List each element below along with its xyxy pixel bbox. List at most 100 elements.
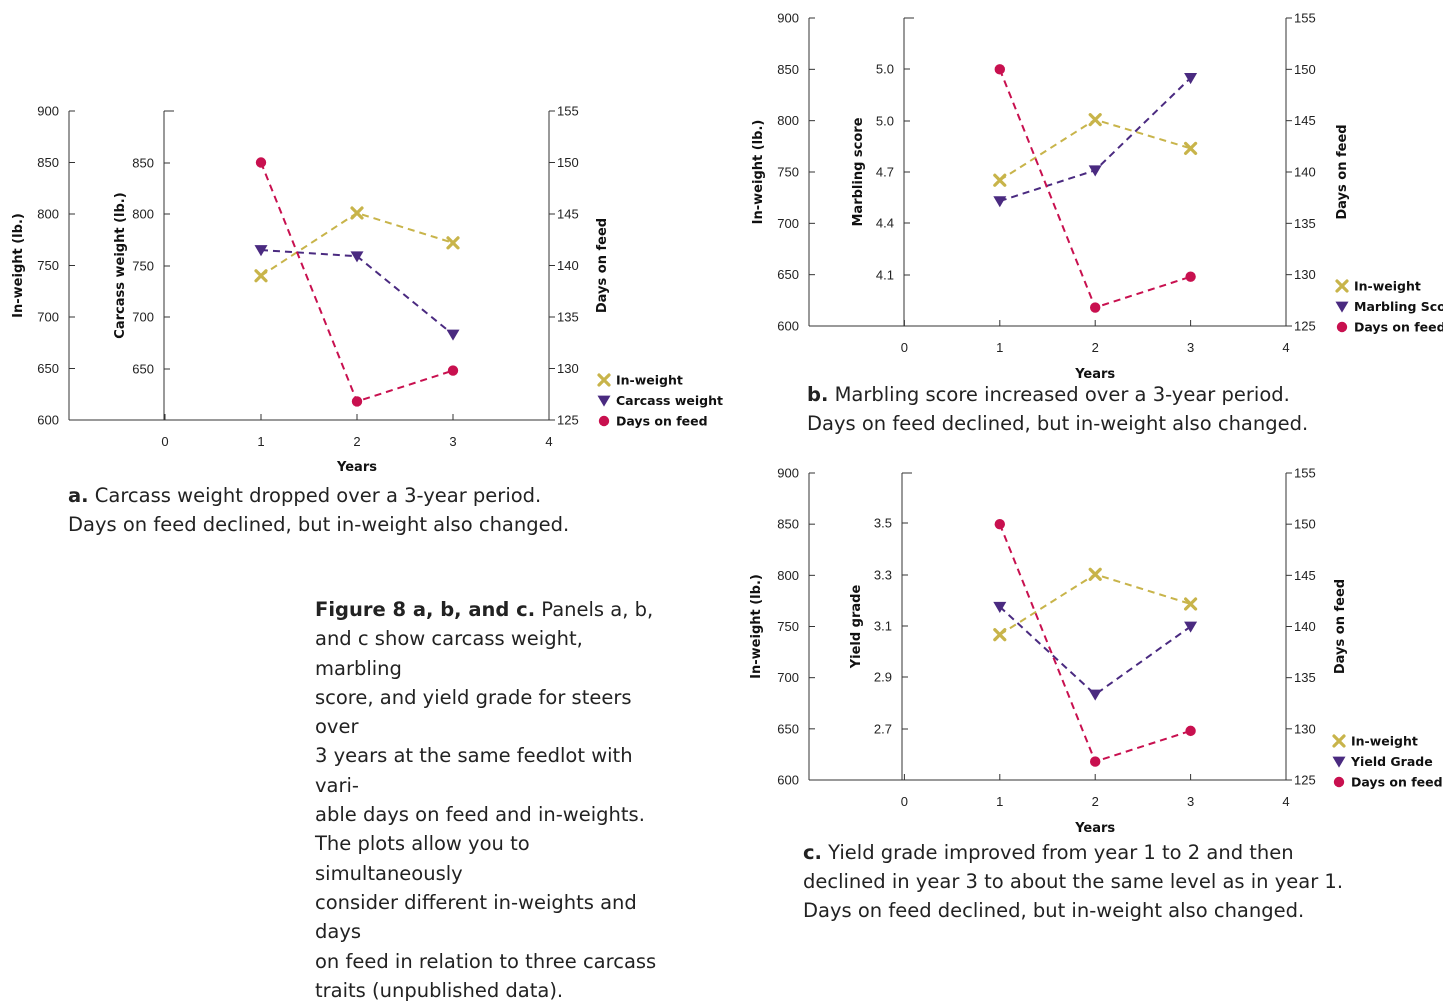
right-axis-tick-label: 150	[1294, 62, 1316, 77]
data-point-circle	[994, 518, 1005, 530]
trait-axis-tick-label: 4.7	[876, 165, 894, 180]
trait-axis-label: Yield grade	[849, 585, 864, 670]
data-point-x	[1088, 567, 1102, 581]
series-line-x	[999, 573, 1191, 636]
x-axis-tick-label: 4	[1282, 794, 1289, 809]
left-axis-tick-label: 750	[777, 619, 799, 634]
left-axis-label: In-weight (lb.)	[11, 213, 26, 318]
legend-label: Marbling Score	[1354, 299, 1443, 314]
left-axis-tick-label: 850	[777, 62, 799, 77]
x-axis-tick-label: 0	[901, 340, 908, 355]
left-axis-tick-label: 700	[37, 310, 59, 325]
figure-caption-heading: Figure 8 a, b, and c.	[315, 598, 536, 621]
series-line-circle	[260, 162, 454, 403]
data-point-circle	[447, 365, 459, 376]
series-line-triangle	[999, 606, 1192, 696]
x-axis-tick-label: 3	[1187, 340, 1194, 355]
figure-caption-line-9: traits (unpublished data).	[315, 978, 564, 1002]
caption-b: b. Marbling score increased over a 3-yea…	[807, 380, 1407, 438]
legend-marker-x	[1335, 279, 1349, 293]
right-axis-tick-label: 130	[1294, 267, 1316, 282]
left-axis-tick-label: 850	[37, 155, 59, 170]
figure-caption-line-5: able days on feed and in-weights.	[315, 803, 645, 827]
trait-axis-tick-label: 700	[132, 310, 154, 325]
legend-marker-x	[1332, 734, 1346, 748]
right-axis-tick-label: 155	[557, 104, 579, 119]
trait-axis-tick-label: 5.0	[876, 62, 894, 77]
data-point-x	[993, 628, 1007, 642]
legend-label: Yield Grade	[1350, 754, 1433, 769]
caption-c: c. Yield grade improved from year 1 to 2…	[803, 838, 1423, 925]
legend-marker-triangle	[597, 395, 611, 407]
data-point-triangle	[1184, 621, 1198, 633]
legend-marker-triangle	[1332, 756, 1346, 768]
series-line-circle	[998, 523, 1191, 763]
legend-marker-circle	[598, 415, 610, 427]
trait-axis-tick-label: 2.9	[874, 670, 892, 685]
right-axis-tick-label: 150	[557, 155, 579, 170]
right-axis-tick-label: 135	[557, 310, 579, 325]
left-axis-label: In-weight (lb.)	[749, 574, 764, 679]
trait-axis-tick-label: 5.0	[876, 114, 894, 129]
data-point-triangle	[254, 245, 268, 257]
x-axis-tick-label: 1	[996, 340, 1003, 355]
trait-axis-tick-label: 3.5	[874, 516, 892, 531]
data-point-circle	[994, 64, 1005, 75]
left-axis-tick-label: 900	[37, 104, 59, 119]
caption-a-line-2: Days on feed declined, but in-weight als…	[68, 513, 570, 536]
series-line-triangle	[260, 249, 454, 336]
trait-axis-tick-label: 750	[132, 259, 154, 274]
figure-caption-line-3: score, and yield grade for steers over	[315, 685, 632, 739]
data-point-x	[1184, 141, 1198, 155]
left-axis-tick-label: 600	[777, 319, 799, 334]
data-point-triangle	[993, 196, 1007, 208]
right-axis-label: Days on feed	[1335, 124, 1350, 219]
x-axis-tick-label: 2	[353, 434, 360, 449]
data-point-circle	[1185, 725, 1196, 737]
legend-label: In-weight	[616, 373, 683, 388]
right-axis-tick-label: 135	[1294, 670, 1316, 685]
left-axis-tick-label: 600	[777, 773, 799, 788]
left-axis-tick-label: 900	[777, 466, 799, 481]
data-point-triangle	[1088, 689, 1102, 701]
x-axis-label: Years	[1074, 821, 1115, 836]
series-line-x	[260, 211, 454, 277]
figure-caption-line-8: on feed in relation to three carcass	[315, 949, 657, 973]
trait-axis-label: Carcass weight (lb.)	[113, 192, 128, 338]
x-axis-label: Years	[336, 460, 377, 475]
x-axis-tick-label: 2	[1092, 340, 1099, 355]
trait-axis-tick-label: 850	[132, 156, 154, 171]
data-point-triangle	[1184, 73, 1198, 85]
legend-marker-circle	[1333, 776, 1345, 788]
x-axis-tick-label: 3	[1187, 794, 1194, 809]
x-axis-tick-label: 0	[161, 434, 168, 449]
left-axis-tick-label: 700	[777, 670, 799, 685]
trait-axis-tick-label: 3.3	[874, 568, 892, 583]
chart-b: 600 650 700 750 800 850 900 0 1 2 3 4 Years 4.1 4.4 4.7…	[751, 11, 1443, 383]
x-axis-tick-label: 1	[257, 434, 264, 449]
data-point-x	[993, 173, 1007, 187]
right-axis-tick-label: 125	[1294, 773, 1316, 788]
right-axis-label: Days on feed	[595, 218, 610, 313]
chart-c: 600 650 700 750 800 850 900 0 1 2 3 4 Years 2.7 2.9 3.1…	[749, 466, 1443, 837]
right-axis-tick-label: 140	[1294, 619, 1316, 634]
caption-c-line-2: declined in year 3 to about the same lev…	[803, 870, 1344, 893]
x-axis-label: Years	[1074, 367, 1115, 382]
figure-caption-line-1: Panels a, b,	[535, 598, 654, 621]
legend-label: Days on feed	[1351, 775, 1443, 790]
trait-axis-tick-label: 800	[132, 207, 154, 222]
caption-c-line-1: Yield grade improved from year 1 to 2 an…	[821, 841, 1294, 864]
x-axis-tick-label: 4	[545, 434, 552, 449]
legend-label: Days on feed	[616, 414, 708, 429]
right-axis-tick-label: 145	[1294, 113, 1316, 128]
data-point-x	[350, 206, 364, 220]
trait-axis-label: Marbling score	[851, 117, 866, 226]
left-axis-tick-label: 900	[777, 11, 799, 26]
caption-b-line-2: Days on feed declined, but in-weight als…	[807, 412, 1309, 435]
trait-axis-tick-label: 650	[132, 362, 154, 377]
data-point-circle	[1090, 302, 1101, 313]
legend-marker-triangle	[1335, 301, 1349, 313]
right-axis-tick-label: 155	[1294, 466, 1316, 481]
right-axis-tick-label: 155	[1294, 11, 1316, 26]
left-axis-tick-label: 750	[37, 258, 59, 273]
